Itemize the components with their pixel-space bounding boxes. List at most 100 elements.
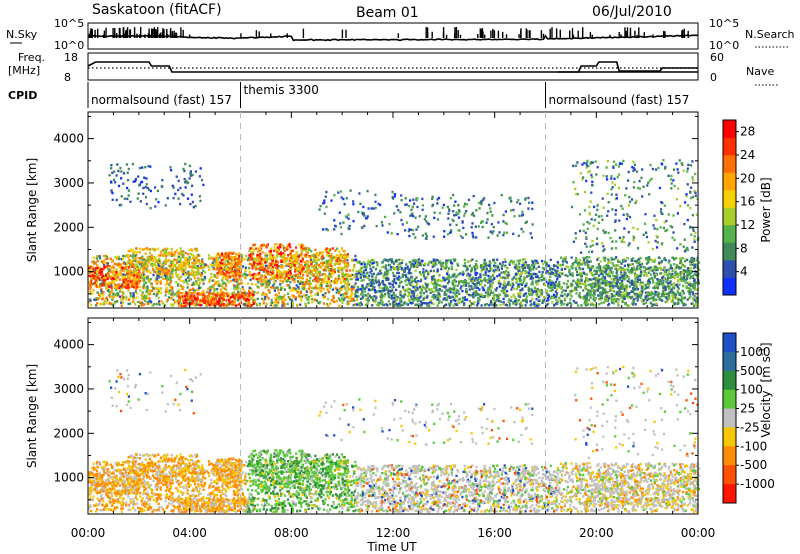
power-cell — [105, 257, 108, 261]
power-cell — [303, 286, 306, 290]
power-cell — [189, 258, 192, 262]
power-cell — [235, 253, 238, 256]
power-cell — [459, 272, 462, 275]
power-cell — [217, 280, 220, 283]
power-cell — [476, 281, 479, 285]
power-cell — [156, 260, 159, 263]
power-cell — [169, 275, 172, 278]
power-cell — [238, 262, 242, 265]
power-cell — [508, 263, 511, 266]
power-cell — [687, 269, 690, 273]
cpid-label: CPID — [8, 89, 37, 102]
power-cell — [512, 293, 515, 297]
power-cell — [492, 295, 495, 298]
power-cell — [324, 292, 327, 295]
power-cell — [230, 258, 233, 261]
power-cell — [635, 296, 638, 299]
power-cell — [626, 304, 629, 307]
power-cell — [686, 258, 689, 262]
power-cell — [264, 297, 267, 301]
power-cell — [93, 298, 96, 301]
power-cell — [97, 255, 100, 258]
power-cell — [110, 302, 113, 306]
power-cell — [93, 271, 96, 274]
power-cell — [357, 261, 360, 264]
power-cell — [317, 301, 320, 304]
power-cell — [398, 281, 402, 284]
power-cell — [218, 269, 221, 272]
power-cell — [350, 277, 353, 281]
power-cell — [157, 300, 161, 303]
power-cell — [182, 269, 185, 273]
power-cell — [291, 258, 294, 261]
power-cell — [354, 292, 357, 296]
power-cell — [621, 268, 624, 271]
power-cell — [127, 298, 131, 301]
power-cell — [695, 288, 698, 291]
power-cell — [158, 267, 161, 270]
power-cell — [176, 299, 179, 303]
power-cell — [479, 264, 483, 267]
power-cell — [161, 266, 164, 269]
power-cell — [261, 275, 264, 278]
power-cell — [396, 264, 399, 267]
power-cell — [142, 284, 145, 288]
power-cell — [392, 297, 395, 300]
power-cell — [122, 273, 125, 276]
power-cell — [617, 304, 620, 307]
power-cell — [132, 258, 135, 261]
power-cell — [456, 262, 459, 266]
power-cell — [620, 262, 623, 265]
power-cell — [233, 264, 236, 267]
power-cell — [477, 302, 480, 305]
power-cell — [208, 268, 211, 271]
power-cell — [127, 283, 130, 286]
power-cell — [389, 282, 392, 285]
power-cell — [116, 286, 119, 290]
power-cell — [237, 279, 240, 282]
power-cell — [698, 261, 701, 264]
power-cell — [593, 299, 596, 302]
power-cell — [660, 260, 663, 263]
power-cell — [91, 273, 94, 277]
power-cell — [389, 303, 392, 306]
power-cell — [448, 304, 451, 307]
power-cell — [454, 258, 457, 261]
power-cell — [290, 260, 293, 263]
power-cell — [498, 293, 501, 296]
power-cell — [325, 284, 328, 288]
power-cell — [632, 301, 635, 304]
power-cell — [317, 279, 321, 282]
power-cell — [448, 287, 451, 290]
power-cell — [453, 287, 456, 290]
power-cell — [635, 280, 638, 283]
power-cell — [420, 303, 423, 306]
power-cell — [103, 263, 106, 266]
power-cell — [365, 303, 368, 307]
power-cell — [273, 280, 276, 283]
power-cell — [613, 258, 616, 261]
power-cell — [404, 273, 407, 277]
power-cell — [315, 253, 318, 257]
power-cell — [210, 286, 213, 290]
power-cell — [474, 273, 477, 276]
power-cell — [277, 301, 280, 304]
power-cell — [118, 266, 121, 269]
power-cell — [425, 276, 428, 279]
power-cell — [368, 294, 371, 297]
power-cell — [601, 279, 604, 282]
power-cell — [678, 257, 682, 260]
power-cell — [95, 282, 98, 285]
power-cell — [409, 288, 412, 291]
power-cell — [386, 287, 389, 291]
power-cell — [397, 278, 401, 281]
power-cell — [213, 288, 216, 291]
power-cell — [234, 271, 237, 274]
power-cell — [191, 249, 194, 252]
power-cell — [234, 287, 237, 291]
power-cell — [189, 265, 192, 269]
power-cell — [575, 256, 578, 260]
power-cell — [661, 286, 665, 290]
power-cell — [392, 274, 395, 277]
power-cell — [692, 273, 696, 277]
